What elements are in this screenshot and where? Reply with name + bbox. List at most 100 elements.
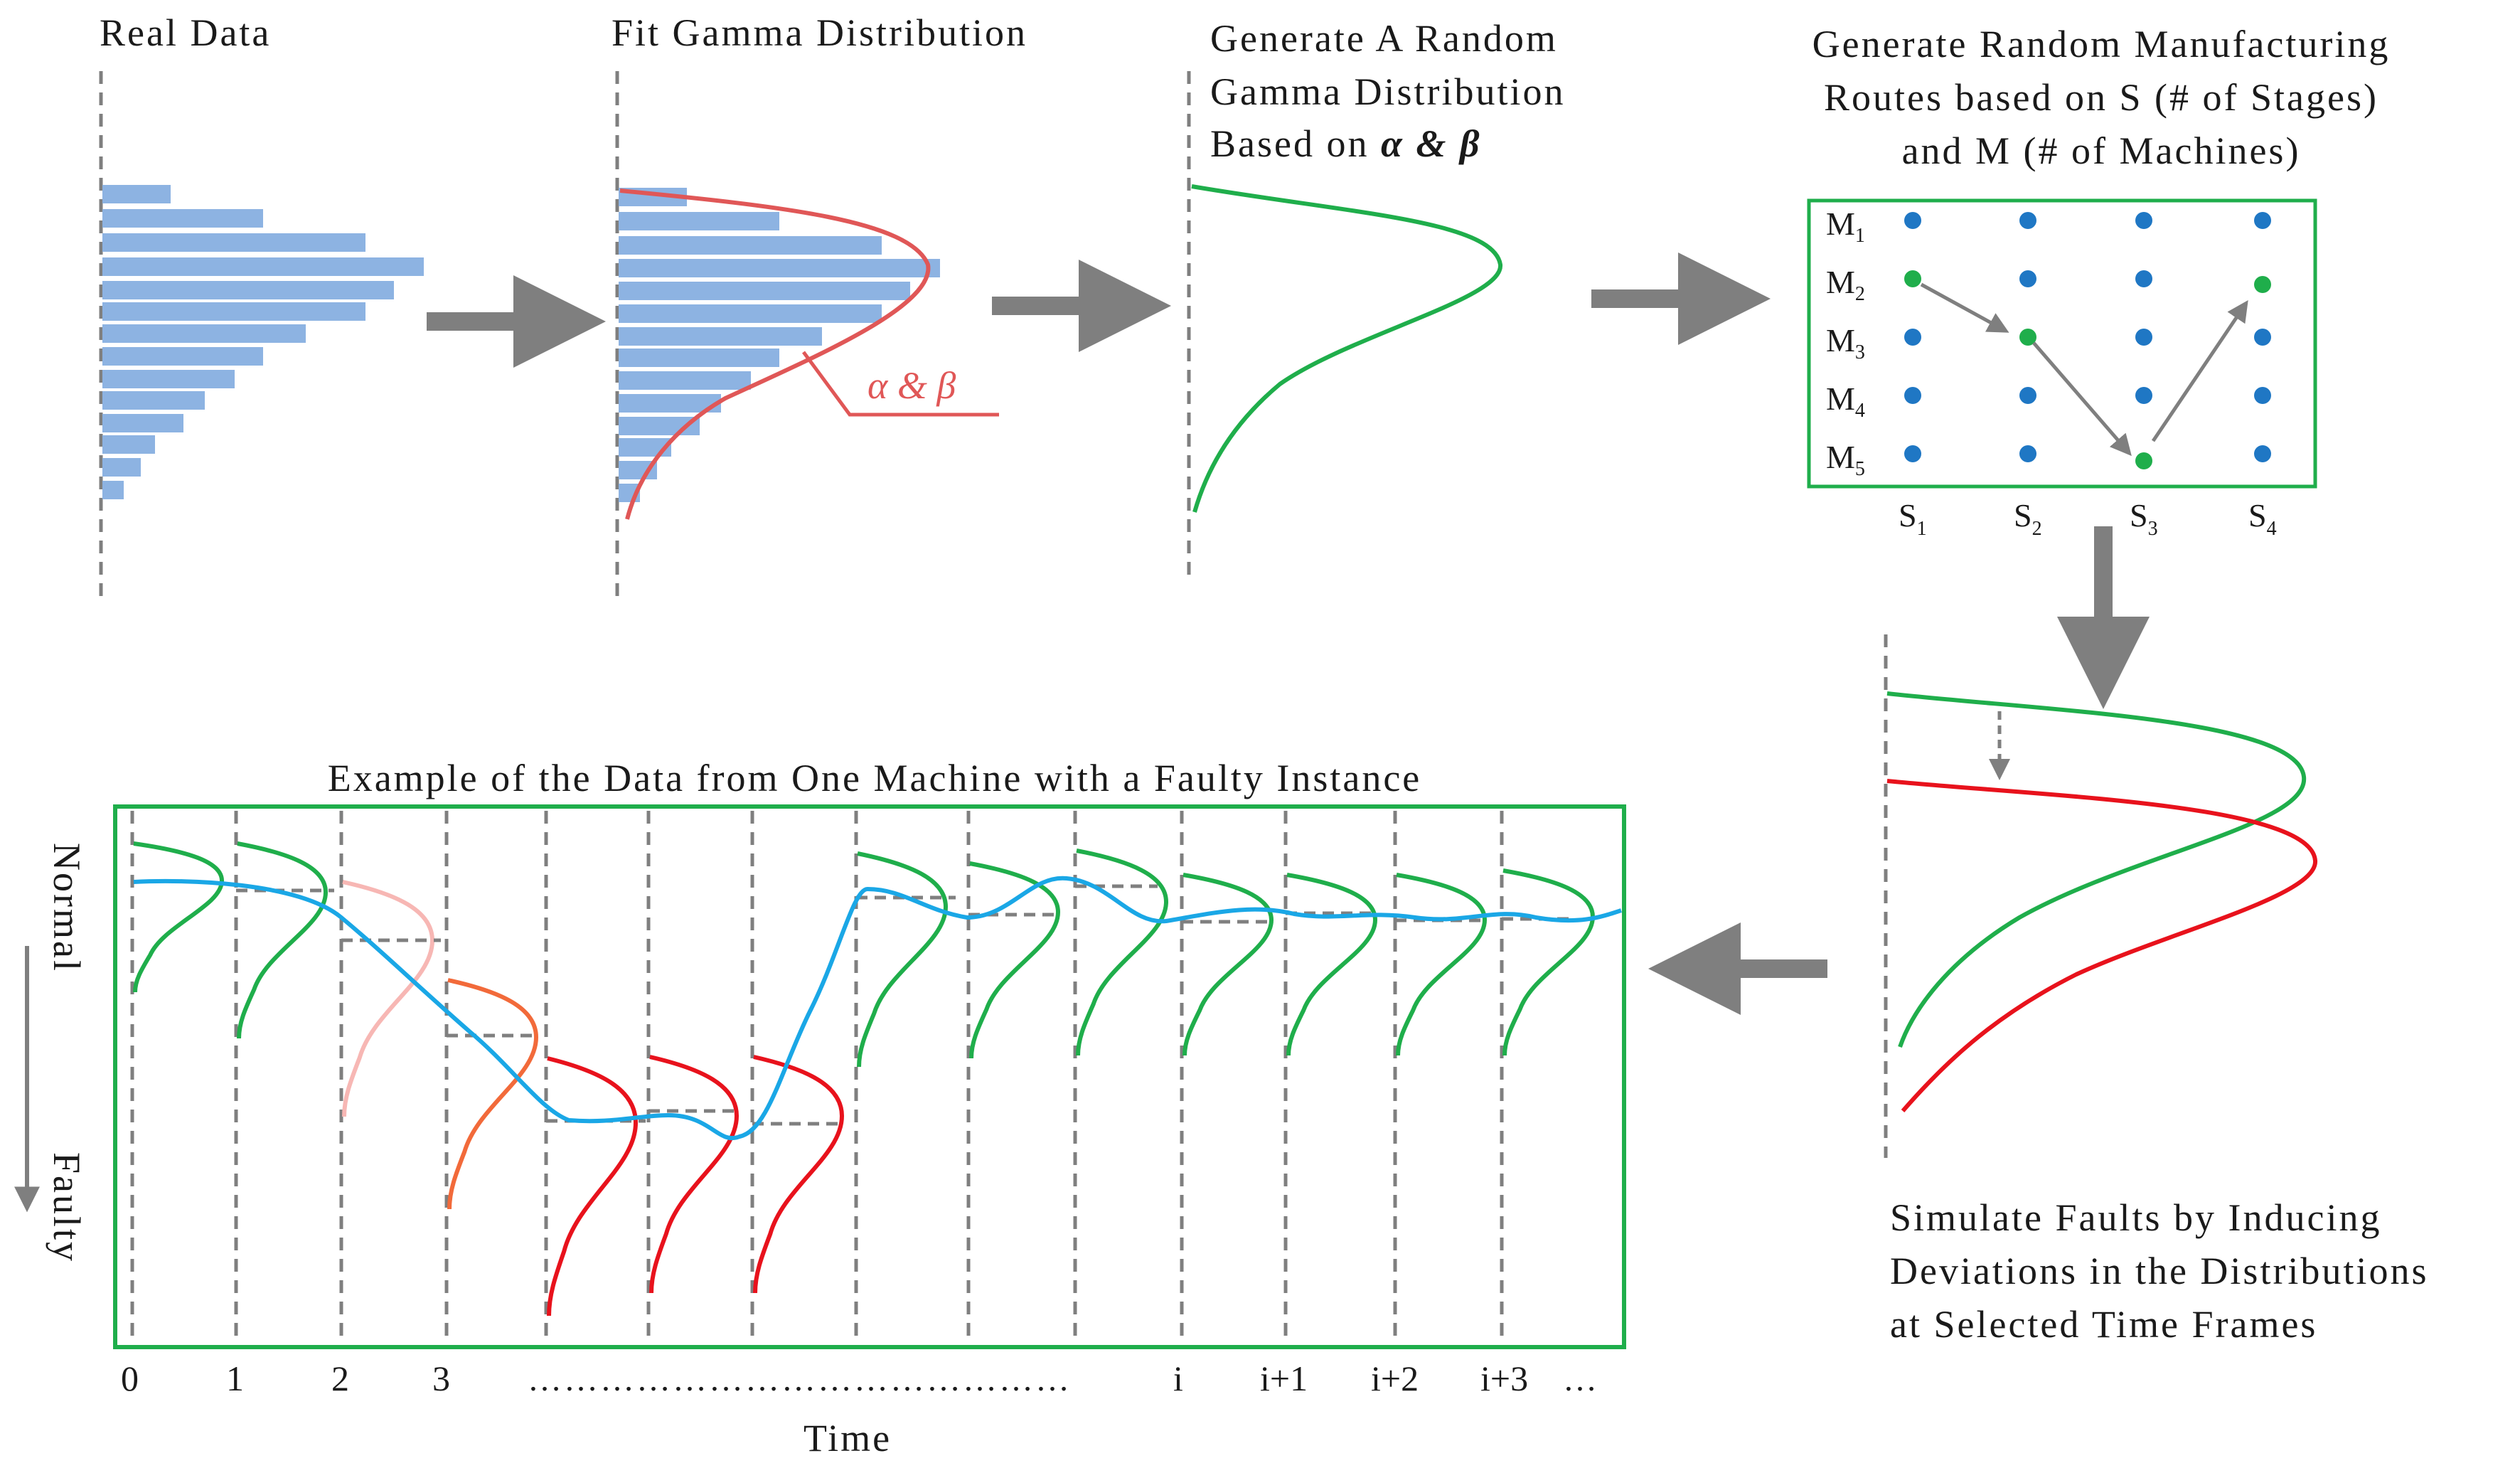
histogram-bar [619, 349, 779, 367]
histogram-bar [102, 302, 365, 321]
histogram-bar [102, 281, 394, 299]
route-dot [2254, 387, 2271, 404]
frame-distributions [133, 841, 1596, 1317]
frame-distribution-curve [753, 1055, 845, 1294]
fit-gamma-title: Fit Gamma Distribution [612, 11, 1027, 54]
route-arrow [2032, 341, 2132, 457]
route-dot [2254, 329, 2271, 346]
routes-title-2: Routes based on S (# of Stages) [1824, 76, 2378, 119]
random-gamma-title-params: α & β [1381, 122, 1482, 165]
time-tick-label: 1 [226, 1358, 244, 1398]
stage-label: S3 [2130, 497, 2158, 540]
machine-label-base: M [1826, 439, 1855, 475]
machine-label-base: M [1826, 206, 1855, 242]
simulate-caption-2: Deviations in the Distributions [1890, 1250, 2428, 1292]
panel-routes: Generate Random Manufacturing Routes bas… [1807, 23, 2391, 540]
machine-label-sub: 2 [1855, 283, 1865, 305]
machine-label-base: M [1826, 322, 1855, 358]
histogram-bar [102, 435, 155, 454]
real-data-title: Real Data [100, 11, 271, 54]
route-dot [2254, 212, 2271, 229]
machine-label: M3 [1826, 322, 1865, 363]
histogram-bar [102, 233, 365, 252]
machine-label-base: M [1826, 264, 1855, 300]
time-trailing-dots: … [1563, 1361, 1599, 1398]
time-tick-label: i+3 [1480, 1358, 1528, 1398]
histogram-bar [619, 212, 779, 230]
param-leader-line [801, 351, 999, 417]
time-gridlines [130, 811, 1504, 1344]
route-dots [1904, 212, 2271, 469]
route-dot [1904, 329, 1921, 346]
route-dot [2019, 212, 2036, 229]
histogram-bar [102, 458, 141, 477]
example-frame [113, 804, 1626, 1349]
histogram-bar [102, 324, 306, 343]
machine-label: M5 [1826, 439, 1865, 480]
time-tick-label: 0 [121, 1358, 139, 1398]
routes-title-1: Generate Random Manufacturing [1812, 23, 2391, 65]
real-data-histogram [102, 185, 424, 499]
simulate-normal-curve [1886, 691, 2307, 1048]
frame-distribution-curve [237, 841, 329, 1039]
simulate-caption-1: Simulate Faults by Inducing [1890, 1196, 2381, 1239]
machine-label-base: M [1826, 381, 1855, 417]
simulate-faulty-curve [1886, 779, 2318, 1112]
fit-gamma-param-label: α & β [867, 364, 956, 407]
time-ellipsis: ……………………………………… [528, 1361, 1072, 1398]
time-tick-label: i [1173, 1358, 1183, 1398]
frame-distribution-curve [1502, 868, 1596, 1056]
histogram-bar [619, 304, 882, 323]
frame-distribution-curve [1286, 873, 1378, 1056]
panel-random-gamma: Generate A Random Gamma Distribution Bas… [1187, 17, 1563, 583]
time-tick-label: 3 [432, 1358, 450, 1398]
frame-distribution-curve [1182, 873, 1274, 1056]
stage-label-sub: 3 [2148, 518, 2158, 540]
frame-distribution-curve [1396, 873, 1488, 1056]
panel-fit-gamma: Fit Gamma Distribution α & β [612, 11, 1027, 605]
frame-distribution-curve [1076, 849, 1169, 1056]
routes-grid-frame [1807, 198, 2317, 489]
stage-label-base: S [2130, 497, 2148, 533]
machine-label-sub: 3 [1855, 341, 1865, 363]
fitted-gamma-curve [619, 188, 931, 520]
random-gamma-curve [1191, 184, 1502, 513]
stage-labels: S1 S2 S3 S4 [1899, 497, 2277, 540]
histogram-bar [102, 347, 263, 366]
histogram-bar [102, 370, 235, 388]
panel-simulate: Simulate Faults by Inducing Deviations i… [1884, 634, 2428, 1346]
route-dot-selected [2254, 276, 2271, 293]
route-dot-selected [1904, 270, 1921, 287]
y-axis-normal-label: Normal [46, 843, 88, 973]
machine-label: M1 [1826, 206, 1865, 247]
route-dot-selected [2019, 329, 2036, 346]
route-dot [2135, 387, 2152, 404]
frame-distribution-curve [447, 978, 539, 1210]
random-gamma-title-prefix: Based on [1210, 122, 1381, 165]
frame-distribution-curve [649, 1055, 740, 1294]
time-axis-label: Time [803, 1417, 892, 1459]
histogram-bar [619, 282, 910, 300]
y-axis-faulty-label: Faulty [46, 1152, 88, 1263]
stage-label-sub: 2 [2032, 518, 2042, 540]
time-tick-label: i+1 [1260, 1358, 1308, 1398]
stage-label: S2 [2014, 497, 2042, 540]
histogram-bar [102, 481, 124, 499]
fit-gamma-histogram [619, 188, 940, 502]
histogram-bar [619, 236, 882, 255]
stage-label-base: S [2014, 497, 2032, 533]
machine-label-sub: 1 [1855, 225, 1865, 247]
route-path [1920, 282, 2248, 457]
route-arrow [2151, 300, 2248, 442]
route-dot [2019, 387, 2036, 404]
route-dot [1904, 387, 1921, 404]
histogram-bar [619, 371, 751, 390]
time-tick-label: i+2 [1371, 1358, 1419, 1398]
stage-label: S4 [2248, 497, 2277, 540]
frame-distribution-curve [857, 851, 949, 1068]
routes-title-3: and M (# of Machines) [1902, 129, 2301, 172]
route-dot [2135, 270, 2152, 287]
histogram-bar [619, 327, 822, 346]
